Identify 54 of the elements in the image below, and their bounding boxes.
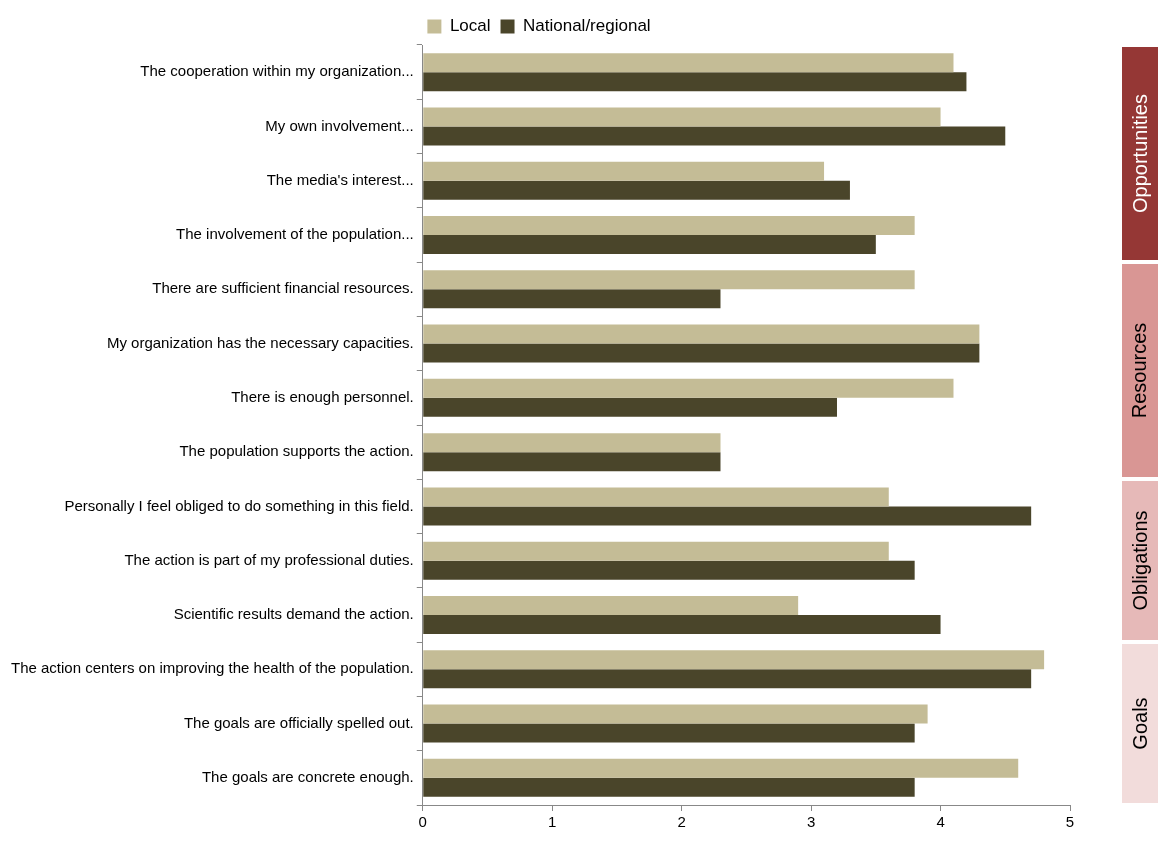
bar (423, 541, 889, 561)
x-tick-label: 2 (677, 813, 686, 831)
x-tick-label: 0 (418, 813, 427, 831)
bar (423, 723, 915, 743)
bar (423, 650, 1045, 670)
y-tick-label: The action centers on improving the health of the population. (10, 659, 414, 677)
legend-label: Local (449, 16, 491, 36)
group-label: Goals (1122, 644, 1158, 803)
y-tick-label: Personally I feel obliged to do something in this field. (64, 496, 414, 514)
y-tick-label: The cooperation within my organization... (140, 62, 414, 80)
bar (423, 126, 1006, 146)
bar (423, 452, 721, 472)
bar (423, 777, 915, 797)
y-tick-label: The media's interest... (266, 170, 414, 188)
bar (423, 397, 837, 417)
bar (423, 270, 915, 290)
y-tick-label: Scientific results demand the action. (173, 605, 414, 623)
bar (423, 596, 799, 615)
bar (423, 433, 721, 453)
y-tick-label: My organization has the necessary capacities. (106, 333, 414, 351)
bar (423, 216, 915, 235)
bar (423, 161, 825, 181)
x-tick-label: 5 (1065, 813, 1075, 831)
y-tick-label: There are sufficient financial resources. (152, 279, 414, 297)
bar (423, 669, 1032, 689)
x-tick-label: 4 (936, 813, 945, 831)
legend-label: National/regional (523, 16, 651, 36)
group-label: Obligations (1122, 481, 1158, 641)
y-tick-label: The action is part of my professional duties. (124, 550, 414, 568)
bar (423, 704, 928, 724)
group-label: Opportunities (1122, 47, 1158, 261)
x-tick-label: 3 (806, 813, 816, 831)
bar (423, 615, 941, 634)
x-tick-label: 1 (548, 813, 557, 831)
bar (423, 506, 1032, 526)
bar (423, 758, 1019, 778)
bar (423, 180, 850, 200)
bar (423, 560, 915, 580)
bar (423, 72, 967, 92)
y-tick-label: The goals are concrete enough. (201, 768, 414, 785)
y-tick-label: The involvement of the population... (176, 225, 414, 243)
y-tick-label: The population supports the action. (179, 442, 414, 460)
bar (423, 324, 980, 344)
bar (423, 343, 980, 363)
bar (423, 53, 954, 73)
bar (423, 107, 941, 127)
y-tick-label: My own involvement... (265, 116, 414, 134)
y-tick-label: The goals are officially spelled out. (183, 713, 414, 731)
group-label: Resources (1122, 264, 1158, 478)
bar (423, 487, 889, 507)
y-tick-label: There is enough personnel. (231, 388, 414, 405)
bar (423, 289, 721, 309)
bar (423, 378, 954, 398)
bar (423, 235, 876, 254)
